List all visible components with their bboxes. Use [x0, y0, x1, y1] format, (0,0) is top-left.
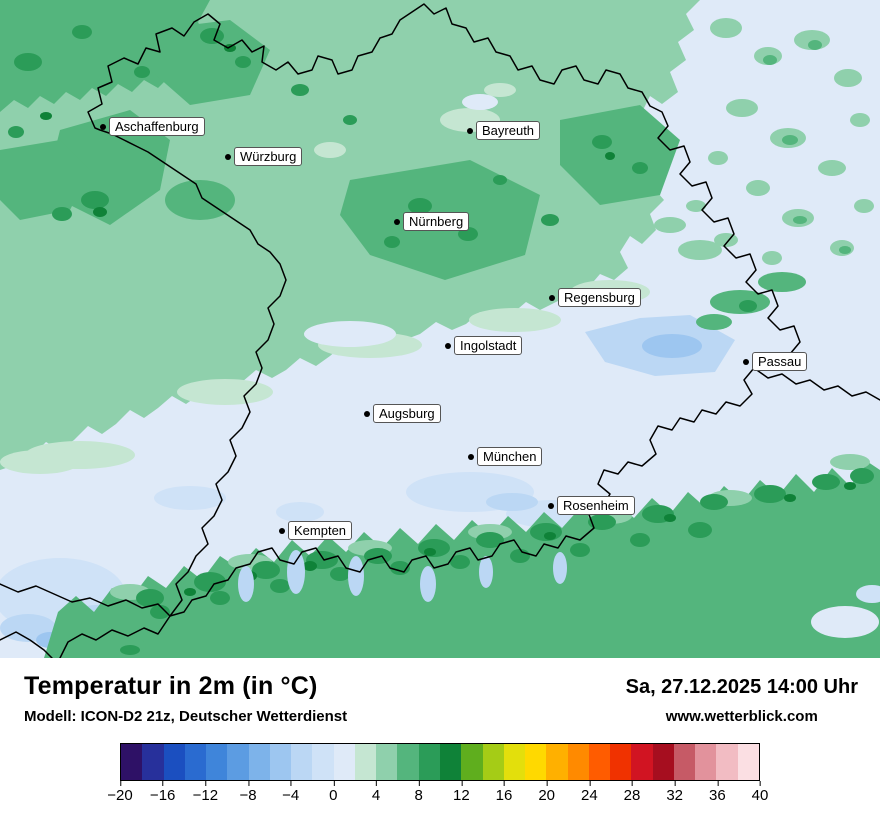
- legend-tick-label: 36: [708, 781, 726, 804]
- legend-segment: [567, 744, 589, 780]
- legend-segment: [695, 744, 717, 780]
- border-southwest-corner: [0, 631, 53, 658]
- city-label: Regensburg: [558, 288, 641, 307]
- forecast-datetime: Sa, 27.12.2025 14:00 Uhr: [625, 676, 858, 698]
- legend-tick-label: 40: [751, 781, 769, 804]
- legend-segment: [184, 744, 207, 780]
- legend-tick-label: 16: [495, 781, 513, 804]
- city-dot: [225, 154, 231, 160]
- legend-segment: [227, 744, 249, 780]
- legend-tick-label: 12: [452, 781, 470, 804]
- temperature-field-svg: [0, 0, 880, 658]
- legend-ticks: −20 −16 −12 −8 −4 0 4 8 12 16 20 24 28 32 36 40: [107, 781, 768, 807]
- city-label: Bayreuth: [476, 121, 541, 140]
- legend-segment: [737, 744, 759, 780]
- legend-tick-label: 8: [414, 781, 423, 804]
- legend-segment: [163, 744, 185, 780]
- city-label: Nürnberg: [403, 212, 470, 231]
- website-label: www.wetterblick.com: [665, 708, 818, 725]
- legend-segment: [418, 744, 440, 780]
- city-dot: [100, 124, 106, 130]
- legend-tick-label: 24: [580, 781, 598, 804]
- city-label: Kempten: [288, 521, 353, 540]
- city-dot: [394, 219, 400, 225]
- legend-segment: [291, 744, 313, 780]
- map-footer: Temperatur in 2m (in °C) Modell: ICON-D2…: [0, 658, 880, 725]
- legend-segment: [503, 744, 526, 780]
- city-dot: [279, 528, 285, 534]
- legend-tick-label: 28: [623, 781, 641, 804]
- legend-segment: [248, 744, 270, 780]
- model-info: Modell: ICON-D2 21z, Deutscher Wetterdie…: [24, 708, 348, 725]
- legend-segment: [354, 744, 377, 780]
- legend-segment: [482, 744, 504, 780]
- legend-tick-label: −8: [239, 781, 257, 804]
- city-label: Aschaffenburg: [109, 117, 205, 136]
- city-label: Ingolstadt: [454, 336, 523, 355]
- legend-tick-label: −20: [107, 781, 133, 804]
- legend-segment: [269, 744, 292, 780]
- page-title: Temperatur in 2m (in °C): [24, 672, 318, 700]
- legend-segment: [312, 744, 334, 780]
- city-label: Würzburg: [234, 147, 303, 166]
- legend-segment: [461, 744, 483, 780]
- legend-segment: [142, 744, 164, 780]
- legend-tick-label: −16: [149, 781, 176, 804]
- legend-segment: [525, 744, 547, 780]
- city-dot: [548, 503, 554, 509]
- legend-segment: [121, 744, 143, 780]
- city-dot: [743, 359, 749, 365]
- border-vorarlberg: [59, 615, 171, 658]
- temp-alps-valleys: [238, 550, 567, 602]
- legend-bar: [120, 743, 760, 781]
- city-label: München: [477, 447, 543, 466]
- legend-segment: [716, 744, 738, 780]
- legend-segment: [333, 744, 355, 780]
- legend-tick-label: −4: [282, 781, 300, 804]
- city-dot: [364, 411, 370, 417]
- city-dot: [467, 128, 473, 134]
- legend-segment: [588, 744, 611, 780]
- temp-se-pale: [856, 585, 880, 603]
- legend-tick-label: 32: [666, 781, 683, 804]
- temperature-map: Aschaffenburg Würzburg Bayreuth Nürnberg Reg…: [0, 0, 880, 658]
- city-dot: [445, 343, 451, 349]
- legend-segment: [439, 744, 462, 780]
- legend-segment: [610, 744, 632, 780]
- legend-segment: [631, 744, 653, 780]
- border-austria-east: [753, 367, 880, 401]
- legend-segment: [376, 744, 398, 780]
- temp-se-palest: [811, 606, 879, 638]
- legend-tick-label: 20: [538, 781, 555, 804]
- temp-region-darkgreen: [0, 0, 851, 280]
- legend-tick-label: 4: [371, 781, 381, 804]
- legend-segment: [397, 744, 419, 780]
- border-rhine-valley: [0, 583, 171, 617]
- legend-segment: [652, 744, 674, 780]
- border-lines: [0, 3, 880, 658]
- legend-segment: [673, 744, 696, 780]
- city-dot: [468, 454, 474, 460]
- legend-segment: [206, 744, 228, 780]
- bavaria-border: [87, 3, 801, 617]
- legend-tick-label: 0: [329, 781, 338, 804]
- city-label: Passau: [752, 352, 808, 371]
- temperature-legend: −20 −16 −12 −8 −4 0 4 8 12 16 20 24 28 32 36 40: [107, 743, 768, 807]
- city-label: Rosenheim: [557, 496, 635, 515]
- legend-tick-label: −12: [192, 781, 219, 804]
- city-dot: [549, 295, 555, 301]
- temp-region-pale-carve: [304, 94, 498, 347]
- legend-segment: [546, 744, 568, 780]
- city-label: Augsburg: [373, 404, 441, 423]
